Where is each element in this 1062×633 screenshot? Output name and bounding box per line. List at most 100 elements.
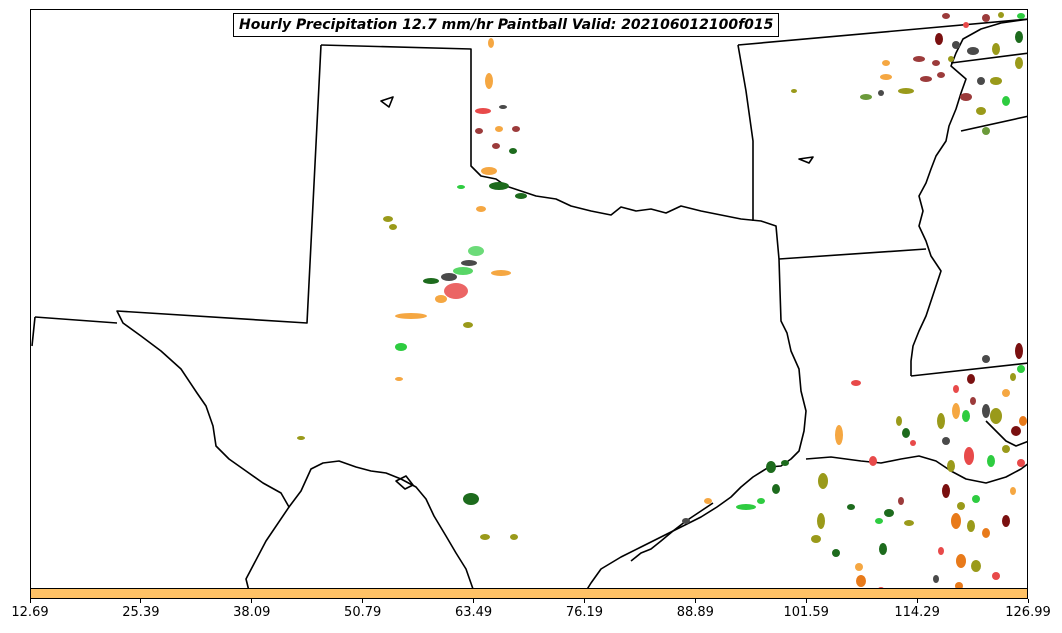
precip-blob xyxy=(515,193,527,199)
colorbar-tick-label: 12.69 xyxy=(11,605,49,620)
arkansas-louisiana-line xyxy=(778,248,927,260)
precip-blob xyxy=(982,404,990,418)
precip-blob xyxy=(480,534,490,540)
oklahoma-east-border xyxy=(737,44,754,221)
precip-blob xyxy=(967,47,979,55)
precip-blob xyxy=(982,14,990,22)
precip-blob xyxy=(757,498,765,504)
state-borders xyxy=(31,18,1027,592)
precip-blob xyxy=(485,73,493,89)
precip-blob xyxy=(499,105,507,109)
precip-blob xyxy=(933,575,939,583)
precip-blob xyxy=(942,484,950,498)
mexico-border-west xyxy=(31,316,36,347)
coast-islands xyxy=(630,502,714,562)
precip-blob xyxy=(875,518,883,524)
precip-blob xyxy=(766,461,776,473)
precip-blob xyxy=(856,575,866,587)
precip-blob xyxy=(957,502,965,510)
precip-blobs xyxy=(297,12,1027,595)
new-mexico-border xyxy=(34,316,118,324)
precip-blob xyxy=(982,528,990,538)
missouri-arkansas-line xyxy=(960,115,1027,132)
precip-blob xyxy=(948,56,954,62)
precip-blob xyxy=(898,88,914,94)
precip-blob xyxy=(512,126,520,132)
precip-blob xyxy=(884,509,894,517)
precip-blob xyxy=(1010,487,1016,495)
precip-blob xyxy=(990,408,1002,424)
precip-blob xyxy=(791,89,797,93)
precip-blob xyxy=(963,22,969,28)
colorbar-tick-label: 50.79 xyxy=(344,605,382,620)
mexico-lake xyxy=(395,475,414,490)
precip-blob xyxy=(910,440,916,446)
precip-blob xyxy=(956,554,966,568)
precip-blob xyxy=(1015,343,1023,359)
precip-blob xyxy=(942,13,950,19)
precip-blob xyxy=(835,425,843,445)
precip-blob xyxy=(781,460,789,466)
precip-blob xyxy=(1002,515,1010,527)
precip-blob xyxy=(987,455,995,467)
precip-blob xyxy=(1011,426,1021,436)
precip-blob xyxy=(998,12,1004,18)
precip-blob xyxy=(297,436,305,440)
precip-blob xyxy=(457,185,465,189)
lake-outline-2 xyxy=(798,156,814,164)
precip-blob xyxy=(953,385,959,393)
precip-blob xyxy=(383,216,393,222)
colorbar-tick xyxy=(694,599,696,603)
precip-blob xyxy=(878,90,884,96)
precip-blob xyxy=(860,94,872,100)
map-panel xyxy=(30,9,1028,598)
precip-blob xyxy=(423,278,439,284)
precip-blob xyxy=(1015,57,1023,69)
colorbar-tick xyxy=(140,599,142,603)
precip-blob xyxy=(977,77,985,85)
precip-blob xyxy=(937,413,945,429)
colorbar-tick-label: 76.19 xyxy=(565,605,604,620)
precip-blob xyxy=(1002,96,1010,106)
precip-blob xyxy=(395,377,403,381)
precip-blob xyxy=(1019,416,1027,426)
precip-blob xyxy=(882,60,890,66)
precip-blob xyxy=(967,520,975,532)
colorbar-tick xyxy=(1027,599,1029,603)
precip-blob xyxy=(389,224,397,230)
gulf-coast xyxy=(805,455,1027,484)
precip-blob xyxy=(481,167,497,175)
precip-blob xyxy=(879,543,887,555)
mexico-internal-line xyxy=(245,506,290,592)
precip-blob xyxy=(832,549,840,557)
colorbar-tick-label: 126.99 xyxy=(1005,605,1051,620)
precip-blob xyxy=(898,497,904,505)
precip-blob xyxy=(967,374,975,384)
precip-blob xyxy=(992,43,1000,55)
precip-blob xyxy=(475,108,491,114)
precip-blob xyxy=(453,267,473,275)
colorbar-tick-label: 101.59 xyxy=(783,605,829,620)
precip-blob xyxy=(463,322,473,328)
precip-blob xyxy=(1010,373,1016,381)
precip-blob xyxy=(772,484,780,494)
precip-blob xyxy=(851,380,861,386)
colorbar-tick xyxy=(251,599,253,603)
louisiana-coast xyxy=(985,420,1027,447)
precip-blob xyxy=(932,60,940,66)
precip-blob xyxy=(855,563,863,571)
precip-blob xyxy=(461,260,477,266)
precip-blob xyxy=(441,273,457,281)
lake-outline-1 xyxy=(380,96,394,108)
precip-blob xyxy=(902,428,910,438)
precip-blob xyxy=(869,456,877,466)
precip-blob xyxy=(492,143,500,149)
precip-blob xyxy=(682,518,690,524)
colorbar-tick-label: 25.39 xyxy=(122,605,160,620)
precip-blob xyxy=(811,535,821,543)
precip-blob xyxy=(896,416,902,426)
precip-blob xyxy=(468,246,484,256)
precip-blob xyxy=(1017,365,1025,373)
colorbar-tick-label: 38.09 xyxy=(233,605,271,620)
precip-blob xyxy=(444,283,468,299)
